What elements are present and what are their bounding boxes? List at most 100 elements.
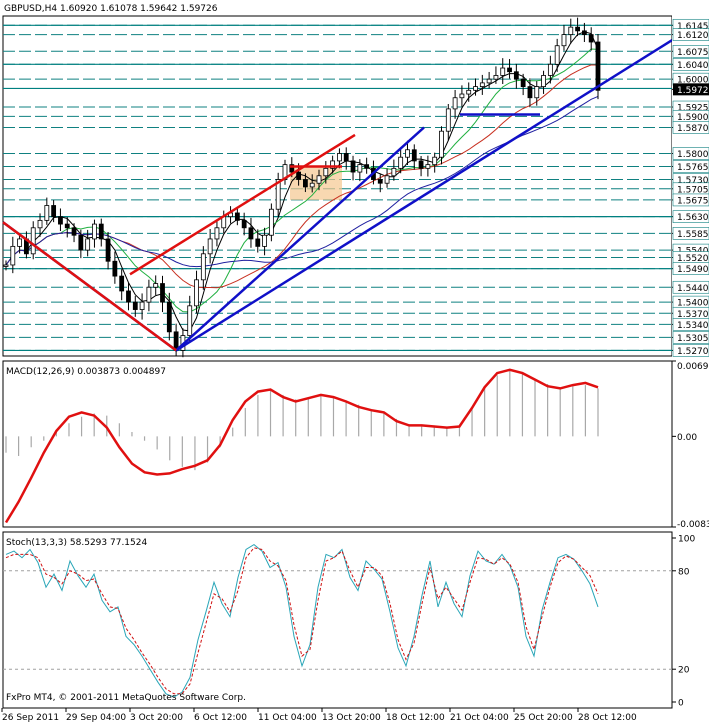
current-price-box	[673, 83, 709, 96]
candle-body	[493, 75, 499, 80]
candle-body	[384, 175, 390, 184]
candle-body	[541, 75, 546, 88]
candle-body	[479, 82, 485, 88]
candle-body	[132, 301, 138, 310]
macd-line	[4, 368, 599, 524]
candle-body	[466, 89, 472, 95]
price-label-box	[672, 28, 709, 41]
price-label-box	[672, 227, 709, 240]
red-trendline-down	[2, 221, 177, 352]
blue-trendline-steep	[175, 126, 425, 352]
candle-body	[255, 238, 261, 247]
price-tick-label: 1.59000	[677, 113, 709, 123]
candle-body	[547, 63, 553, 76]
candle-body	[473, 86, 478, 91]
candle-body	[534, 86, 540, 99]
candles	[3, 17, 601, 358]
price-tick-label: 1.60750	[677, 48, 709, 58]
price-tick-label: 1.53700	[677, 310, 709, 320]
candle-body	[187, 305, 193, 336]
price-tick-label: 1.59726	[677, 86, 709, 96]
candle-body	[445, 108, 451, 132]
stoch-panel: 100 80 20 0	[2, 531, 695, 709]
candle-body	[85, 238, 91, 251]
ma-long-line	[5, 95, 599, 268]
price-axis: 1.614501.61200 1.60750 1.60400 1.600001.597…	[672, 0, 709, 708]
candle-body	[303, 179, 308, 188]
candle-body	[92, 223, 97, 240]
price-label-box	[672, 210, 709, 223]
candle-body	[554, 45, 560, 65]
candle-body	[146, 286, 152, 303]
chart-title: GBPUSD,H4 1.60920 1.61078 1.59642 1.5972…	[4, 4, 218, 14]
candle-body	[30, 227, 36, 255]
time-tick-label: 29 Sep 04:00	[66, 713, 126, 723]
candle-body	[568, 26, 574, 35]
stoch-tick-label: 80	[678, 567, 690, 577]
candle-body	[405, 149, 410, 158]
price-label-box	[672, 45, 709, 58]
candle-body	[411, 149, 417, 162]
stoch-tick-label: 100	[678, 535, 695, 545]
candle-body	[262, 234, 267, 247]
candle-body	[459, 93, 465, 99]
candle-body	[51, 205, 57, 218]
candle-body	[343, 153, 349, 162]
price-label-box	[672, 160, 709, 173]
candle-body	[194, 279, 199, 307]
price-tick-label: 1.61450	[677, 22, 709, 32]
time-axis: 26 Sep 2011 29 Sep 04:00 3 Oct 20:00 6 Oct …	[1, 708, 637, 723]
price-label-box	[672, 318, 709, 331]
price-tick-label: 1.54400	[677, 284, 709, 294]
candle-body	[377, 179, 383, 184]
stoch-tick-label: 0	[678, 699, 684, 709]
price-tick-label: 1.58000	[677, 150, 709, 160]
candle-body	[10, 245, 16, 266]
candle-body	[418, 160, 424, 169]
candle-body	[330, 160, 336, 169]
macd-title: MACD(12,26,9) 0.003873 0.004897	[6, 367, 166, 377]
price-tick-label: 1.54900	[677, 265, 709, 275]
candle-body	[439, 130, 444, 158]
candle-body	[364, 164, 370, 169]
price-tick-label: 1.60400	[677, 61, 709, 71]
candle-body	[575, 26, 580, 32]
candle-body	[520, 78, 526, 88]
candle-body	[58, 216, 63, 225]
candle-body	[234, 212, 240, 221]
candle-body	[153, 283, 159, 288]
candle-body	[160, 283, 165, 303]
price-tick-label: 1.55200	[677, 254, 709, 264]
price-tick-label: 1.53050	[677, 334, 709, 344]
ma-mid-line	[5, 48, 599, 313]
time-tick-label: 3 Oct 20:00	[130, 713, 183, 723]
time-tick-label: 13 Oct 20:00	[322, 713, 381, 723]
stoch-title: Stoch(13,3,3) 58.5293 77.1524	[6, 538, 147, 548]
stoch-frame	[2, 531, 673, 709]
candle-body	[337, 153, 342, 162]
candle-body	[561, 34, 567, 47]
red-trendline-up	[129, 133, 356, 276]
price-tick-label: 1.53400	[677, 321, 709, 331]
candle-body	[200, 253, 206, 281]
candle-body	[500, 67, 506, 76]
stoch-signal-line	[5, 547, 599, 695]
candle-body	[241, 219, 247, 229]
price-label-box	[672, 193, 709, 207]
copyright-text: FxPro MT4, © 2001-2011 MetaQuotes Softwa…	[6, 693, 246, 703]
candle-body	[71, 227, 77, 236]
macd-tick-label: 0.006910	[677, 362, 709, 372]
price-label-box	[672, 58, 709, 71]
candle-body	[486, 78, 492, 84]
candle-body	[296, 171, 301, 180]
candle-body	[139, 301, 145, 310]
candle-body	[527, 86, 533, 99]
candle-body	[452, 97, 458, 110]
price-tick-label: 1.61200	[677, 31, 709, 41]
candle-body	[398, 156, 404, 169]
price-tick-label: 1.56300	[677, 213, 709, 223]
macd-panel: 0.006910 0.00 -0.008313	[2, 360, 709, 530]
candle-body	[588, 34, 594, 43]
